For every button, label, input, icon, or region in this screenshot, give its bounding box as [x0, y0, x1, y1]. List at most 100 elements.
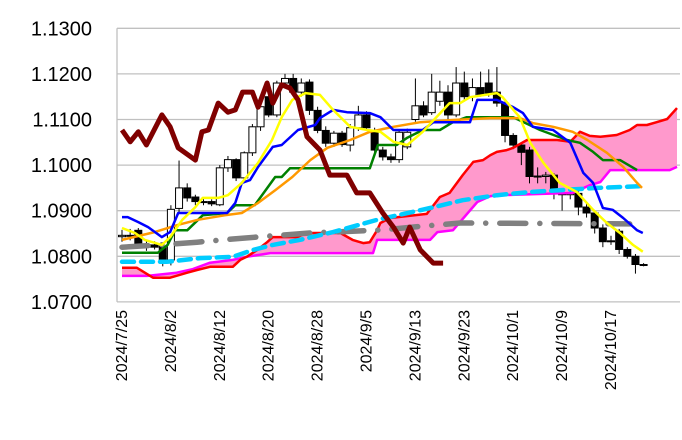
candle [207, 199, 216, 207]
indicator-lines [119, 80, 678, 279]
candle [223, 155, 232, 172]
candle [427, 73, 436, 115]
senkou-b-line [122, 165, 678, 278]
candle [476, 71, 485, 97]
candle [607, 235, 615, 245]
candle [411, 78, 420, 122]
candle [631, 254, 640, 274]
candle [460, 71, 469, 102]
candle [452, 67, 461, 118]
candle-body-up [240, 152, 249, 179]
candle-body-up [256, 106, 265, 128]
cloud-fill [122, 108, 677, 278]
candle-body-down [623, 248, 632, 257]
candle-body-up [329, 132, 338, 144]
candle-body-up [175, 187, 184, 209]
candle [598, 224, 607, 248]
x-tick-label: 2024/10/17 [603, 310, 620, 390]
candle [191, 194, 200, 206]
candle-body-up [223, 159, 232, 169]
y-axis-tick-labels: 1.0700 1.0800 1.0900 1.1000 1.1100 1.1200 1.13… [31, 18, 92, 314]
candle [639, 263, 648, 267]
candle [297, 78, 306, 97]
candle-body-up [297, 82, 306, 93]
candle-body-down [517, 144, 526, 153]
candle [517, 142, 526, 166]
candle-body-up [533, 175, 542, 178]
x-tick-label: 2024/9/13 [407, 310, 424, 381]
candle [623, 247, 632, 259]
candle-body-up [435, 91, 444, 102]
candle-body-down [191, 196, 200, 203]
candle-body-down [484, 82, 493, 94]
candle-body-down [183, 187, 192, 199]
gray-dashdot-line [119, 220, 633, 250]
green-line [122, 115, 638, 254]
candle-body-down [207, 201, 216, 205]
candle-body-up [248, 126, 257, 154]
candle-body-down [582, 206, 591, 214]
candle-body-down [386, 156, 395, 161]
cyan-dashed-line [119, 183, 646, 265]
candle-body-up [411, 105, 420, 120]
senkou-a-line [122, 107, 678, 279]
candle [435, 80, 444, 106]
candle [378, 146, 387, 161]
x-tick-label: 2024/9/23 [456, 310, 473, 381]
candle-body-down [525, 149, 534, 178]
y-tick-label: 1.1300 [31, 18, 92, 40]
candle-body-down [598, 227, 607, 243]
candle [419, 101, 428, 118]
candle-body-down [476, 87, 485, 95]
candle-body-down [338, 132, 347, 146]
y-tick-label: 1.0700 [31, 292, 92, 314]
candle-body-down [126, 234, 135, 237]
x-tick-label: 2024/8/2 [163, 310, 180, 372]
candle [232, 158, 241, 182]
yellow-line [121, 91, 644, 253]
candle-body-up [215, 167, 224, 206]
candle [321, 126, 330, 147]
candle [338, 130, 347, 147]
candle [329, 130, 338, 147]
blue-line [122, 98, 644, 239]
candle [240, 151, 249, 183]
candle-body-up [118, 234, 126, 238]
candle-body-up [346, 127, 355, 146]
candle-body-down [362, 114, 371, 129]
ichimoku-cloud [122, 108, 677, 278]
candle-body-down [321, 129, 330, 144]
candle [215, 165, 224, 207]
x-axis-tick-labels: 2024/7/25 2024/8/2 2024/8/12 2024/8/20 2024/… [114, 310, 620, 390]
candle-body-up [354, 114, 363, 129]
candle-body-down [150, 244, 159, 248]
candle [525, 146, 534, 184]
candle-body-down [631, 255, 640, 266]
y-tick-label: 1.1100 [32, 110, 92, 132]
candle [362, 111, 371, 131]
candle-body-down [378, 149, 387, 158]
candle-body-up [452, 82, 461, 116]
y-tick-label: 1.0900 [31, 201, 92, 223]
candle-body-up [427, 91, 436, 114]
candle-body-up [639, 264, 648, 267]
candle [248, 124, 257, 156]
candle-body-down [460, 82, 469, 98]
candle [582, 203, 591, 218]
candle-body-down [509, 134, 518, 146]
x-tick-label: 2024/8/12 [212, 310, 229, 381]
orange-line [121, 116, 643, 242]
candle-body-up [607, 240, 615, 243]
x-tick-label: 2024/10/1 [505, 310, 522, 381]
chikou-line [119, 80, 444, 266]
candle [484, 69, 493, 97]
candle [541, 171, 550, 184]
y-tick-label: 1.1200 [31, 64, 92, 86]
candle-body-up [541, 174, 550, 178]
x-tick-label: 2024/10/9 [554, 310, 571, 381]
candle-body-down [232, 159, 241, 179]
x-tick-label: 2024/7/25 [114, 310, 131, 381]
candle-body-up [281, 77, 289, 84]
x-tick-label: 2024/8/20 [261, 310, 278, 381]
